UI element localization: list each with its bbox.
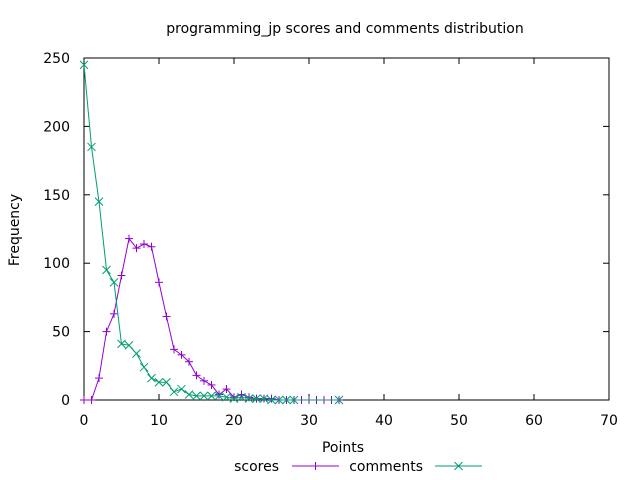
comments-point <box>162 377 171 387</box>
y-tick-label: 0 <box>61 393 70 409</box>
x-ticks: 0 10 20 30 40 50 60 70 <box>80 58 618 429</box>
comments-point <box>139 362 149 372</box>
comments-point <box>207 391 216 401</box>
x-axis-label: Points <box>322 440 364 456</box>
comments-point <box>117 339 126 349</box>
comments-point <box>259 394 269 403</box>
chart-title: programming_jp scores and comments distr… <box>166 21 523 37</box>
scores-point <box>102 327 111 336</box>
y-tick-label: 200 <box>43 119 70 135</box>
scores-point <box>177 350 186 359</box>
series-layer <box>79 60 344 405</box>
comments-point <box>169 387 179 397</box>
scores-point <box>200 376 208 385</box>
scores-point <box>207 380 216 389</box>
comments-point <box>79 60 89 70</box>
series-comments <box>79 60 344 405</box>
comments-point <box>132 349 141 358</box>
legend-label: comments <box>349 459 423 475</box>
comments-point <box>214 391 224 401</box>
x-tick-label: 10 <box>150 413 168 429</box>
scores-point <box>267 394 276 403</box>
y-axis-label: Frequency <box>7 194 23 266</box>
comments-point <box>147 373 156 383</box>
legend-marker <box>454 461 463 471</box>
comments-point <box>184 390 194 399</box>
comments-point <box>109 277 119 287</box>
comments-line <box>83 64 339 401</box>
scores-point <box>185 357 193 366</box>
scores-point <box>245 393 253 402</box>
scores-point <box>80 396 88 404</box>
scores-point <box>117 271 126 280</box>
comments-point <box>237 392 246 402</box>
y-tick-label: 100 <box>43 256 70 272</box>
comments-point <box>274 395 284 405</box>
scores-point <box>155 278 163 287</box>
comments-point <box>87 142 96 152</box>
x-tick-label: 50 <box>450 413 468 429</box>
plot-border <box>83 57 610 401</box>
comments-point <box>244 394 254 403</box>
scores-point <box>162 312 171 321</box>
scores-point <box>132 244 141 253</box>
x-tick-label: 30 <box>300 413 318 429</box>
scores-point <box>110 309 118 318</box>
legend-marker <box>311 462 320 470</box>
y-tick-label: 150 <box>43 188 70 204</box>
scores-point <box>95 374 103 383</box>
comments-point <box>102 265 111 275</box>
comments-point <box>229 394 239 403</box>
scores-point <box>192 371 201 380</box>
scores-point <box>140 240 148 249</box>
legend-label: scores <box>234 459 279 475</box>
comments-point <box>282 395 291 405</box>
comments-point <box>154 377 164 387</box>
comments-point <box>94 197 104 206</box>
scores-point <box>222 385 231 394</box>
y-tick-label: 250 <box>43 51 70 67</box>
y-ticks: 0 50 100 150 200 250 <box>43 51 609 409</box>
comments-point <box>289 395 299 405</box>
x-tick-label: 60 <box>525 413 543 429</box>
x-tick-label: 0 <box>80 413 89 429</box>
scores-point <box>147 242 156 251</box>
comments-point <box>192 391 201 401</box>
legend-entry-comments: comments <box>349 459 482 475</box>
scores-point <box>170 345 178 354</box>
comments-point <box>252 394 261 403</box>
y-tick-label: 50 <box>52 325 70 341</box>
scores-point <box>125 234 133 243</box>
scores-point <box>87 396 96 404</box>
comments-point <box>177 384 186 394</box>
comments-point <box>334 395 344 405</box>
scores-point <box>215 390 223 399</box>
x-tick-label: 40 <box>375 413 393 429</box>
x-tick-label: 70 <box>600 413 618 429</box>
comments-point <box>124 340 134 350</box>
legend: scores comments <box>234 459 482 475</box>
scores-point <box>230 393 238 402</box>
x-tick-label: 20 <box>225 413 243 429</box>
comments-point <box>267 395 276 405</box>
comments-point <box>199 391 209 401</box>
legend-entry-scores: scores <box>234 459 339 475</box>
comments-point <box>222 392 231 402</box>
